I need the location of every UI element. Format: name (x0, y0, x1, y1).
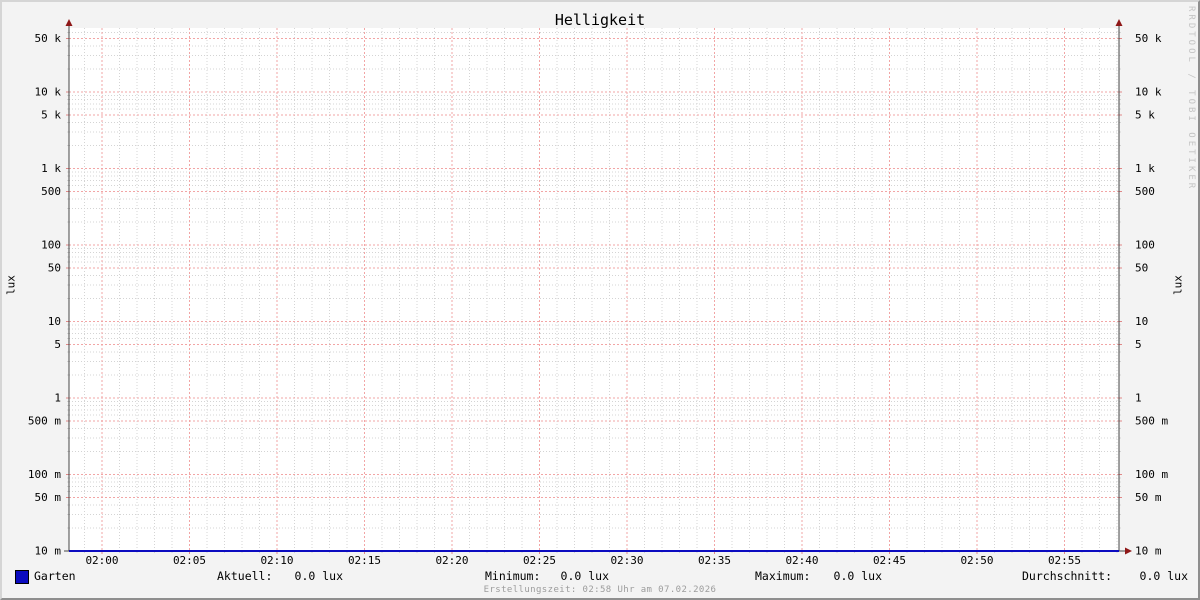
stat-maximum-value: 0.0 lux (833, 569, 882, 583)
stat-durchschnitt-value: 0.0 lux (1139, 569, 1188, 583)
stat-aktuell: Aktuell: 0.0 lux (217, 569, 343, 583)
y-axis-tick-label-left: 5 k (41, 109, 61, 122)
y-axis-tick-label-right: 500 (1135, 185, 1155, 198)
plot-area (69, 28, 1119, 551)
y-axis-tick-label-left: 10 k (35, 86, 62, 99)
rrdtool-watermark: RRDTOOL / TOBI OETIKER (1186, 6, 1196, 192)
stat-minimum-value: 0.0 lux (560, 569, 609, 583)
arrow-up-left-icon (65, 19, 73, 26)
y-axis-tick-label-right: 10 k (1135, 86, 1162, 99)
y-axis-tick-label-left: 500 (41, 185, 61, 198)
y-axis-tick-label-left: 100 m (28, 468, 61, 481)
y-axis-tick-label-left: 10 (48, 315, 61, 328)
y-axis-tick-label-right: 50 m (1135, 491, 1162, 504)
y-axis-tick-label-right: 10 (1135, 315, 1148, 328)
y-axis-tick-label-left: 50 m (35, 491, 62, 504)
stat-maximum: Maximum: 0.0 lux (755, 569, 882, 583)
y-axis-tick-label-right: 1 (1135, 392, 1142, 405)
y-axis-tick-label-right: 10 m (1135, 545, 1162, 558)
y-axis-tick-label-right: 1 k (1135, 162, 1155, 175)
legend-row: Garten Aktuell: 0.0 lux Minimum: 0.0 lux… (2, 569, 1198, 584)
x-axis-tick-label: 02:35 (698, 554, 731, 567)
x-axis-tick-label: 02:15 (348, 554, 381, 567)
y-axis-label-left: lux (4, 275, 18, 295)
stat-aktuell-label: Aktuell: (217, 569, 273, 583)
y-axis-tick-label-right: 100 (1135, 239, 1155, 252)
chart-title: Helligkeit (554, 11, 646, 29)
y-axis-tick-label-left: 50 k (35, 32, 62, 45)
y-axis-tick-label-right: 100 m (1135, 468, 1168, 481)
y-axis-tick-label-left: 1 (54, 392, 61, 405)
x-axis-tick-label: 02:45 (873, 554, 906, 567)
y-axis-tick-label-right: 500 m (1135, 415, 1168, 428)
x-axis-tick-label: 02:10 (260, 554, 293, 567)
x-axis-tick-label: 02:20 (435, 554, 468, 567)
y-axis-tick-label-left: 5 (54, 338, 61, 351)
arrow-right-icon (1125, 547, 1132, 555)
arrow-up-right-icon (1115, 19, 1123, 26)
series-name-label: Garten (34, 569, 76, 583)
y-axis-tick-label-left: 500 m (28, 415, 61, 428)
y-axis-tick-label-left: 1 k (41, 162, 61, 175)
y-axis-tick-label-left: 100 (41, 239, 61, 252)
stat-durchschnitt-label: Durchschnitt: (1022, 569, 1113, 583)
y-axis-tick-label-left: 50 (48, 262, 61, 275)
y-axis-label-right: lux (1171, 275, 1185, 295)
stat-minimum: Minimum: 0.0 lux (485, 569, 609, 583)
y-axis-tick-label-left: 10 m (35, 545, 62, 558)
stat-durchschnitt: Durchschnitt: 0.0 lux (1022, 569, 1188, 583)
x-axis-tick-label: 02:30 (610, 554, 643, 567)
series-color-swatch (15, 570, 29, 584)
x-axis-tick-label: 02:50 (960, 554, 993, 567)
x-axis-tick-label: 02:00 (85, 554, 118, 567)
x-axis-tick-label: 02:40 (785, 554, 818, 567)
y-axis-tick-label-right: 50 k (1135, 32, 1162, 45)
stat-maximum-label: Maximum: (755, 569, 811, 583)
stat-minimum-label: Minimum: (485, 569, 541, 583)
x-axis-tick-label: 02:25 (523, 554, 556, 567)
y-axis-tick-label-right: 50 (1135, 262, 1148, 275)
stat-aktuell-value: 0.0 lux (294, 569, 343, 583)
y-axis-tick-label-right: 5 k (1135, 109, 1155, 122)
creation-time-text: Erstellungszeit: 02:58 Uhr am 07.02.2026 (483, 585, 717, 595)
x-axis-tick-label: 02:05 (173, 554, 206, 567)
x-axis-tick-label: 02:55 (1048, 554, 1081, 567)
y-axis-tick-label-right: 5 (1135, 338, 1142, 351)
